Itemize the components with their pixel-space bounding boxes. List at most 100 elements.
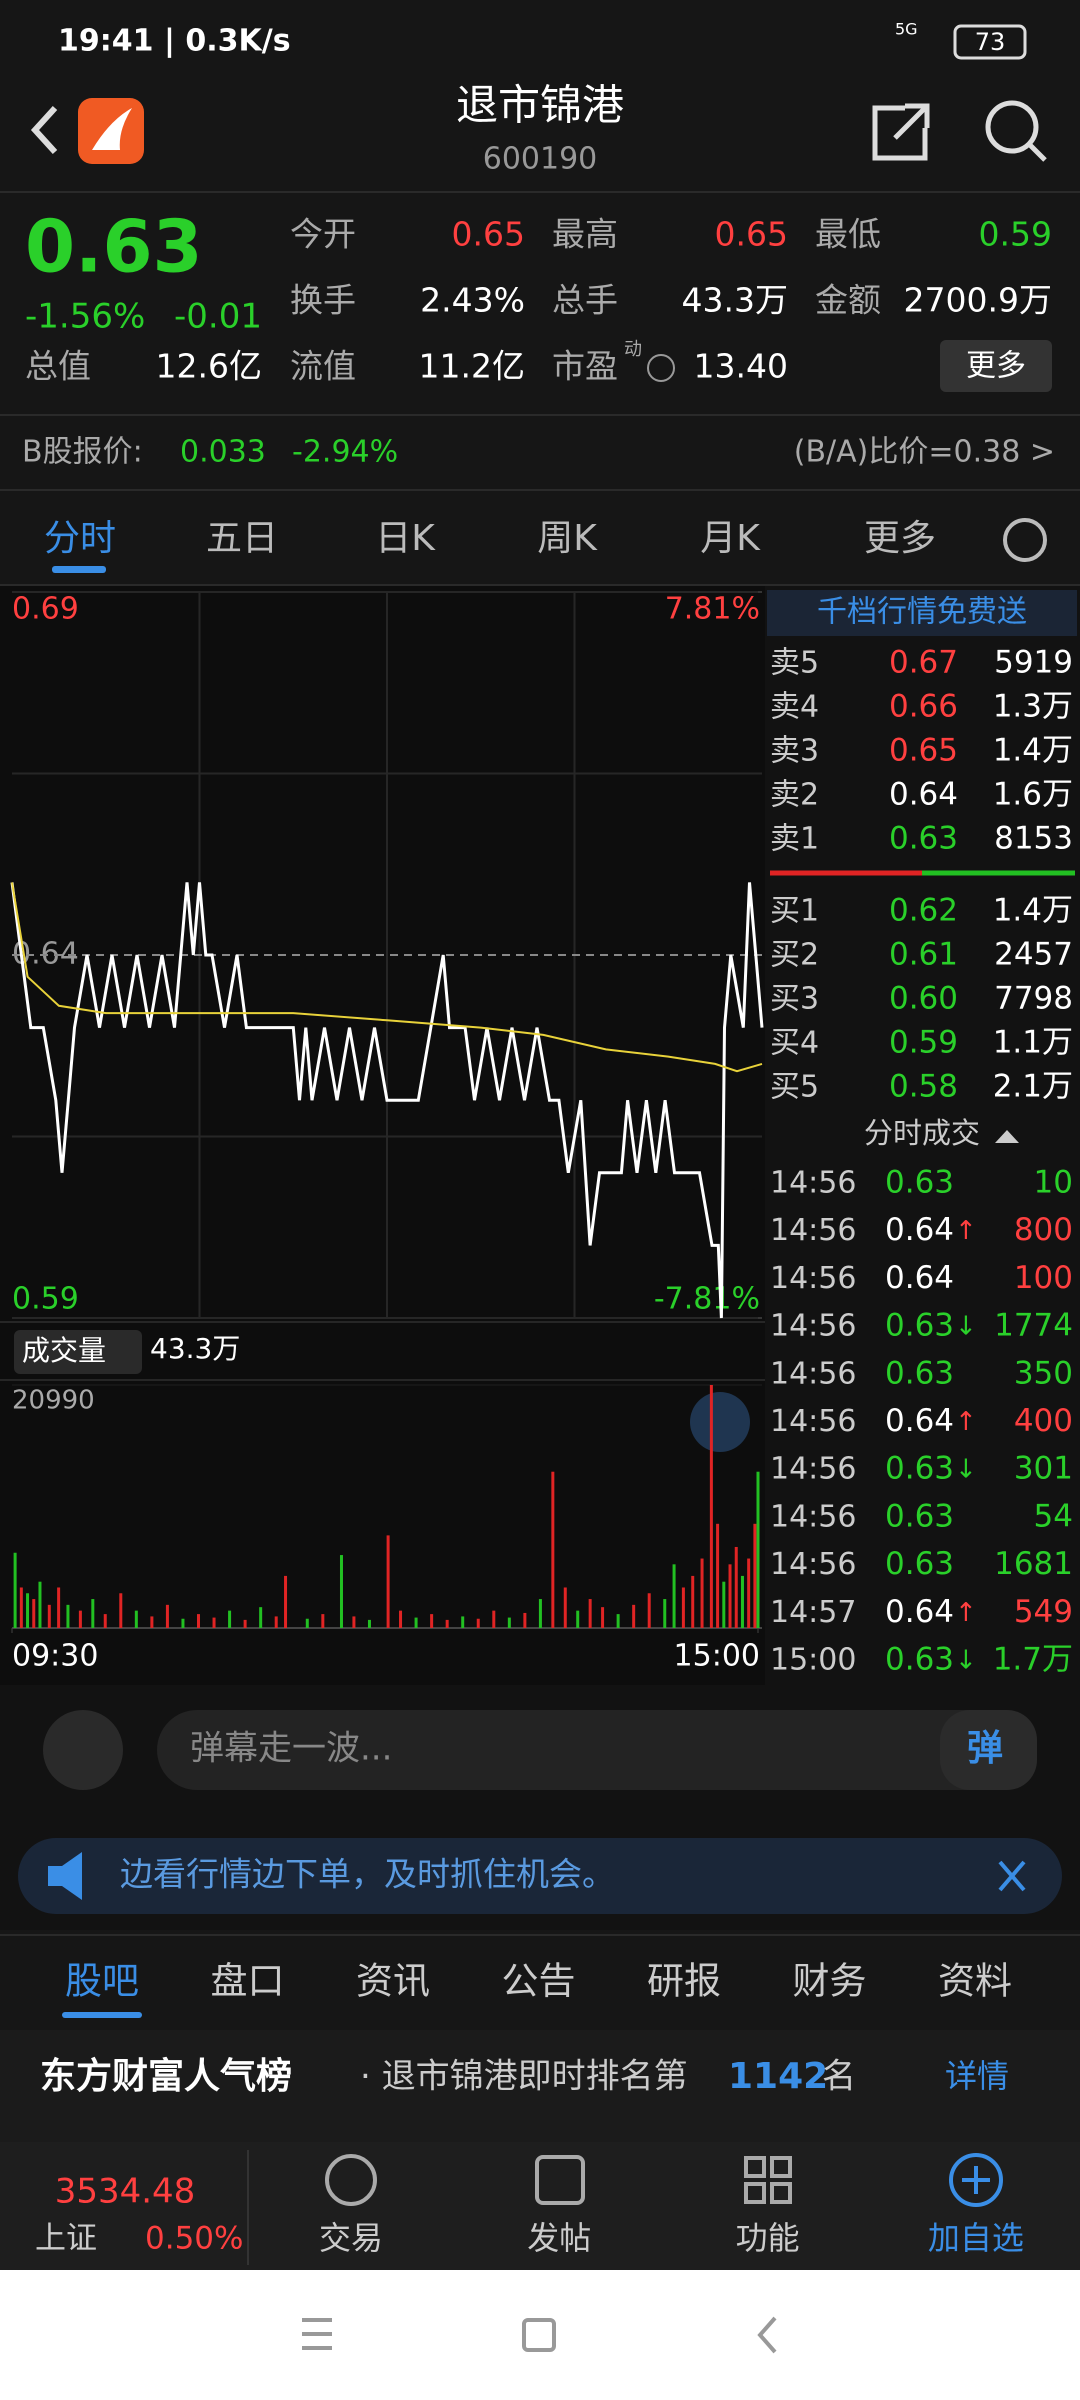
book-price: 0.61 bbox=[889, 937, 958, 973]
volume-bar bbox=[259, 1607, 263, 1628]
volume-bar bbox=[538, 1599, 542, 1628]
trade-arrow: ↑ bbox=[955, 1216, 977, 1246]
book-price: 0.62 bbox=[889, 893, 958, 929]
comment-icon[interactable] bbox=[43, 1710, 123, 1790]
volume-label: 成交量 bbox=[22, 1334, 106, 1367]
add-watch-icon[interactable] bbox=[949, 2153, 1003, 2207]
trade-volume: 54 bbox=[1034, 1498, 1073, 1534]
field-value: 43.3万 bbox=[682, 281, 788, 320]
promo-close[interactable] bbox=[998, 1860, 1026, 1892]
volume-bar bbox=[722, 1581, 726, 1628]
trade-volume: 10 bbox=[1034, 1165, 1073, 1201]
trade-arrow: ↓ bbox=[955, 1646, 977, 1676]
section-indicator bbox=[62, 2012, 142, 2018]
b-share-price: 0.033 bbox=[180, 435, 266, 470]
book-bg bbox=[765, 585, 1080, 1685]
trade-time: 14:56 bbox=[770, 1404, 856, 1439]
volume-bar bbox=[492, 1610, 496, 1628]
share-button[interactable] bbox=[872, 103, 930, 161]
system-buttons[interactable] bbox=[302, 2316, 777, 2354]
more-button[interactable] bbox=[940, 340, 1052, 392]
book-price: 0.64 bbox=[889, 777, 958, 813]
volume-bar bbox=[672, 1564, 676, 1628]
comment-placeholder: 弹幕走一波... bbox=[190, 1729, 392, 1769]
expand-button[interactable] bbox=[690, 1392, 750, 1452]
trade-time: 14:57 bbox=[770, 1595, 856, 1630]
battery-level: 73 bbox=[975, 28, 1006, 56]
trade-volume: 350 bbox=[1014, 1355, 1073, 1391]
volume-bar bbox=[339, 1555, 343, 1628]
status-time: 19:41 | 0.3K/s bbox=[58, 24, 291, 59]
volume-bar bbox=[32, 1599, 36, 1628]
volume-bar bbox=[103, 1614, 107, 1628]
volume-bar bbox=[386, 1535, 390, 1628]
volume-selector[interactable] bbox=[14, 1330, 142, 1374]
x-tick-label: 15:00 bbox=[674, 1639, 760, 1674]
volume-bar bbox=[700, 1558, 704, 1628]
volume-bar bbox=[19, 1587, 23, 1628]
book-label: 卖1 bbox=[770, 822, 819, 857]
volume-bar bbox=[523, 1612, 527, 1628]
volume-bar bbox=[445, 1619, 449, 1628]
volume-bar bbox=[243, 1619, 247, 1628]
book-banner: 千档行情免费送 bbox=[817, 595, 1027, 630]
ranking-detail: 详情 bbox=[945, 2057, 1009, 2095]
index-name: 上证 bbox=[35, 2221, 97, 2257]
b-share-ratio: (B/A)比价=0.38 > bbox=[794, 435, 1055, 470]
book-volume: 8153 bbox=[994, 821, 1073, 857]
field-sup: 动 bbox=[624, 339, 642, 360]
volume-bar bbox=[13, 1552, 17, 1628]
volume-bar bbox=[197, 1614, 200, 1628]
trade-time: 14:56 bbox=[770, 1309, 856, 1344]
book-volume: 2457 bbox=[994, 937, 1073, 973]
comment-input[interactable] bbox=[157, 1710, 1037, 1790]
promo-icon bbox=[48, 1852, 82, 1900]
field-label: 金额 bbox=[815, 281, 881, 320]
settings-button[interactable] bbox=[1003, 518, 1047, 562]
volume-bar bbox=[78, 1610, 82, 1628]
volume-bar bbox=[476, 1618, 480, 1628]
trade-time: 14:56 bbox=[770, 1261, 856, 1296]
trades-title: 分时成交 bbox=[864, 1116, 980, 1150]
promo-banner[interactable] bbox=[18, 1838, 1062, 1914]
change: -0.01 bbox=[174, 297, 262, 337]
volume-bar bbox=[119, 1593, 123, 1628]
field-value: 0.65 bbox=[452, 215, 525, 254]
field-label: 最低 bbox=[815, 215, 881, 254]
trade-price: 0.64 bbox=[885, 1260, 954, 1296]
volume-bar bbox=[321, 1614, 325, 1628]
price-line bbox=[10, 882, 764, 1319]
book-volume: 2.1万 bbox=[993, 1069, 1073, 1105]
volume-bar bbox=[709, 1385, 713, 1628]
last-price: 0.63 bbox=[25, 205, 203, 289]
back-button[interactable] bbox=[30, 105, 58, 155]
trade-time: 14:56 bbox=[770, 1452, 856, 1487]
trade-volume: 1774 bbox=[994, 1308, 1073, 1344]
trade-price: 0.64 bbox=[885, 1594, 954, 1630]
volume-bar bbox=[663, 1599, 667, 1628]
pe-info-icon[interactable] bbox=[647, 354, 675, 382]
y2-tick-label: 7.81% bbox=[665, 592, 760, 627]
volume-bar bbox=[632, 1604, 636, 1628]
search-button[interactable] bbox=[985, 100, 1047, 162]
volume-bar bbox=[26, 1593, 30, 1628]
chart-tab: 分时 bbox=[44, 518, 116, 559]
trade-time: 15:00 bbox=[770, 1643, 856, 1678]
nav-item: 加自选 bbox=[928, 2219, 1024, 2257]
field-label: 流值 bbox=[290, 347, 356, 386]
field-label: 市盈 bbox=[552, 347, 618, 386]
volume-tick-label: 20990 bbox=[12, 1386, 95, 1416]
send-button[interactable] bbox=[940, 1710, 1037, 1790]
volume-bar bbox=[181, 1618, 185, 1628]
field-value: 2.43% bbox=[420, 281, 525, 320]
chart-tab: 日K bbox=[375, 518, 436, 559]
volume-bar bbox=[681, 1587, 685, 1628]
volume-bar bbox=[66, 1604, 70, 1628]
volume-bar bbox=[414, 1617, 418, 1628]
book-price: 0.66 bbox=[889, 689, 958, 725]
book-label: 买5 bbox=[770, 1070, 819, 1105]
trade-time: 14:56 bbox=[770, 1213, 856, 1248]
trade-volume: 100 bbox=[1014, 1260, 1073, 1296]
book-price: 0.67 bbox=[889, 645, 958, 681]
